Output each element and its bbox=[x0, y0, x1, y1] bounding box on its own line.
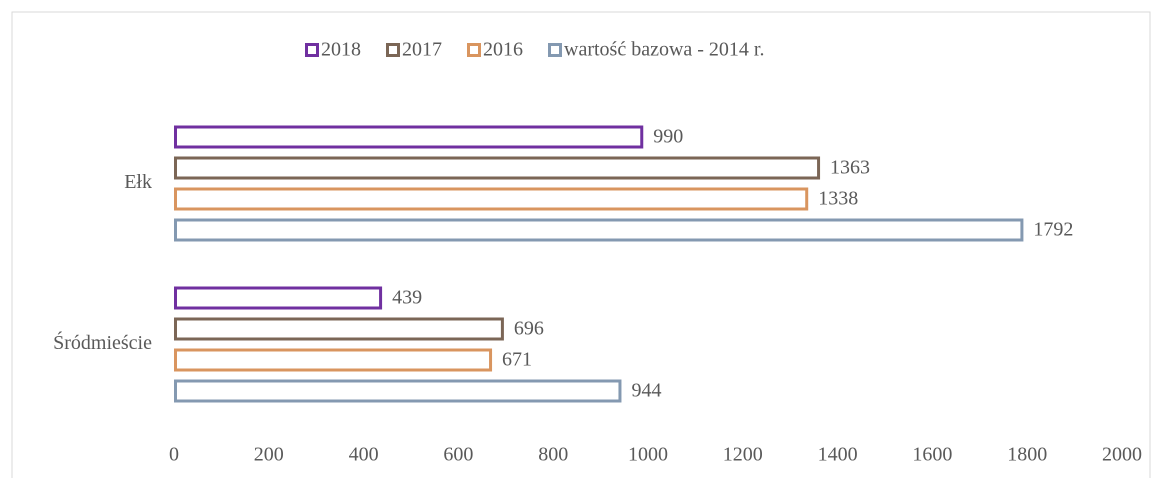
x-tick-label: 1400 bbox=[818, 444, 858, 466]
bar bbox=[174, 317, 504, 341]
x-tick-label: 200 bbox=[254, 444, 284, 466]
bar bbox=[174, 156, 821, 180]
legend-item: wartość bazowa - 2014 r. bbox=[548, 39, 765, 61]
legend-marker bbox=[386, 43, 400, 57]
x-tick-label: 1600 bbox=[912, 444, 952, 466]
value-label: 696 bbox=[514, 318, 544, 340]
chart-border bbox=[11, 11, 1151, 478]
bar bbox=[174, 125, 644, 149]
legend-label: wartość bazowa - 2014 r. bbox=[564, 39, 765, 61]
legend-label: 2016 bbox=[483, 39, 523, 61]
value-label: 1363 bbox=[830, 157, 870, 179]
bar bbox=[174, 379, 622, 403]
value-label: 439 bbox=[392, 287, 422, 309]
legend-item: 2017 bbox=[386, 39, 442, 61]
value-label: 1338 bbox=[818, 188, 858, 210]
bar bbox=[174, 348, 493, 372]
legend-item: 2018 bbox=[305, 39, 361, 61]
x-tick-label: 0 bbox=[169, 444, 179, 466]
legend-label: 2017 bbox=[402, 39, 442, 61]
x-tick-label: 1200 bbox=[723, 444, 763, 466]
legend-marker bbox=[467, 43, 481, 57]
bar bbox=[174, 218, 1024, 242]
legend-label: 2018 bbox=[321, 39, 361, 61]
bar bbox=[174, 286, 383, 310]
x-tick-label: 600 bbox=[443, 444, 473, 466]
y-tick-label: Śródmieście bbox=[53, 330, 152, 354]
x-tick-label: 400 bbox=[349, 444, 379, 466]
legend-marker bbox=[548, 43, 562, 57]
value-label: 671 bbox=[502, 349, 532, 371]
x-tick-label: 1800 bbox=[1007, 444, 1047, 466]
x-tick-label: 800 bbox=[538, 444, 568, 466]
value-label: 990 bbox=[653, 126, 683, 148]
x-tick-label: 2000 bbox=[1102, 444, 1142, 466]
value-label: 1792 bbox=[1033, 219, 1073, 241]
bar bbox=[174, 187, 809, 211]
legend-item: 2016 bbox=[467, 39, 523, 61]
value-label: 944 bbox=[631, 380, 661, 402]
y-tick-label: Ełk bbox=[124, 171, 152, 193]
x-tick-label: 1000 bbox=[628, 444, 668, 466]
legend-marker bbox=[305, 43, 319, 57]
